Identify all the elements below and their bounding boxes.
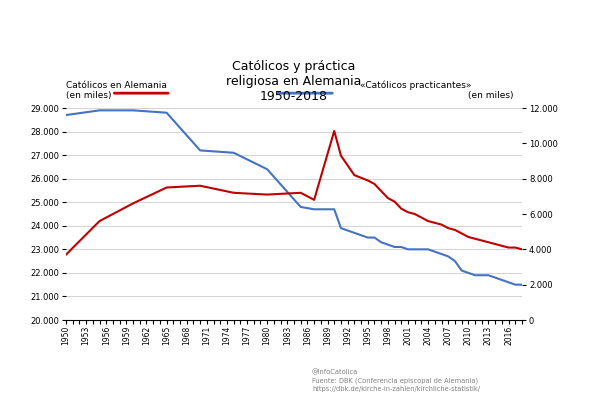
Text: «Católicos practicantes»: «Católicos practicantes»: [360, 80, 472, 90]
Text: Católicos en Alemania: Católicos en Alemania: [66, 81, 167, 90]
Text: @InfoCatolica
Fuente: DBK (Conferencia episcopal de Alemania)
https://dbk.de/kir: @InfoCatolica Fuente: DBK (Conferencia e…: [312, 369, 480, 392]
Text: (en miles): (en miles): [468, 91, 514, 100]
Title: Católicos y práctica
religiosa en Alemania
1950-2018: Católicos y práctica religiosa en Aleman…: [226, 60, 362, 103]
Text: (en miles): (en miles): [66, 91, 112, 100]
